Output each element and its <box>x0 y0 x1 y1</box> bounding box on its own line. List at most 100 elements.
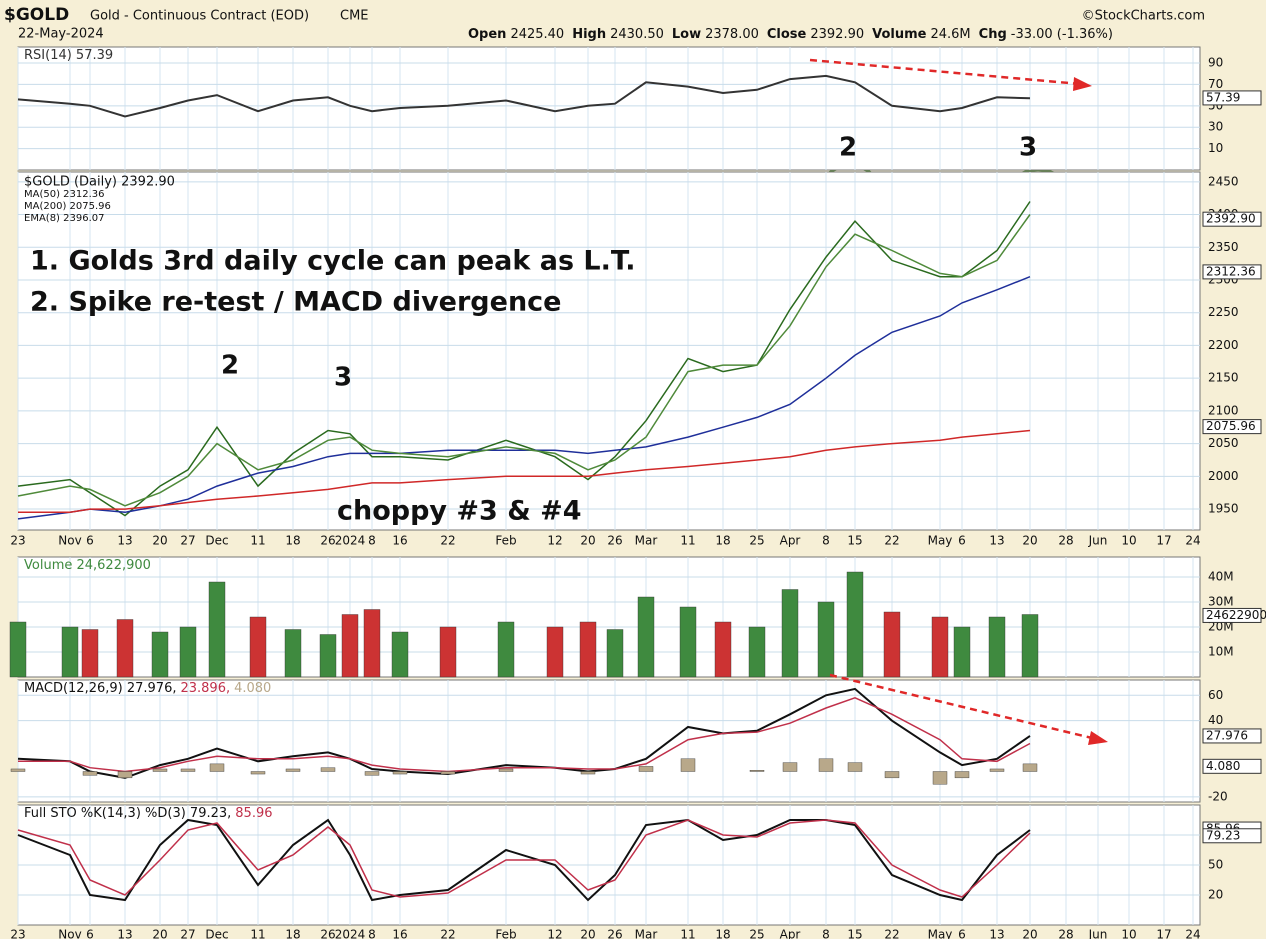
x-tick-label: 8 <box>822 534 830 548</box>
bar <box>250 771 266 775</box>
x-tick-label: Mar <box>635 534 658 548</box>
field-label: Open <box>468 27 506 42</box>
value-tag-box <box>1202 419 1262 435</box>
bar <box>285 768 301 772</box>
x-tick-label: Apr <box>780 928 801 939</box>
instrument-name: Gold - Continuous Contract (EOD) <box>90 9 309 24</box>
legend-entry: Full STO %K(14,3) %D(3) 79.23, <box>24 806 231 821</box>
annotation: choppy #3 & #4 <box>337 496 582 527</box>
x-tick-label: 15 <box>847 928 862 939</box>
bar <box>988 616 1006 678</box>
field-label: High <box>572 27 606 42</box>
x-tick-label: 11 <box>250 928 265 939</box>
value-tag-box <box>1202 90 1262 106</box>
legend: Full STO %K(14,3) %D(3) 79.23, 85.96 <box>24 806 273 821</box>
bar <box>364 771 380 776</box>
bar <box>117 771 133 779</box>
x-tick-label: 13 <box>989 928 1004 939</box>
y-tick-label: 60 <box>1208 688 1223 702</box>
x-tick-label: 24 <box>1185 928 1200 939</box>
bar <box>320 767 336 772</box>
y-tick-label: 40 <box>1208 713 1223 727</box>
bar <box>151 631 169 678</box>
y-tick-label: -20 <box>1208 789 1228 803</box>
bar <box>82 771 98 776</box>
bar <box>679 606 697 678</box>
annotation: 2. Spike re-test / MACD divergence <box>30 287 561 318</box>
x-tick-label: Dec <box>205 534 228 548</box>
legend-entry: MA(50) 2312.36 <box>24 189 105 200</box>
bar <box>546 626 564 678</box>
series-line <box>17 819 1031 898</box>
bar <box>781 589 799 678</box>
x-tick-label: 8 <box>822 928 830 939</box>
x-tick-label: 13 <box>989 534 1004 548</box>
x-tick-label: 23 <box>10 928 25 939</box>
bar <box>606 629 624 678</box>
x-tick-label: 28 <box>1058 534 1073 548</box>
y-tick-label: 2250 <box>1208 305 1239 319</box>
series-line <box>17 214 1031 507</box>
x-tick-label: 13 <box>117 534 132 548</box>
y-tick-label: 30M <box>1208 595 1234 609</box>
field-value: 24.6M <box>930 27 970 42</box>
bar <box>9 621 27 678</box>
x-tick-label: 20 <box>1022 928 1037 939</box>
x-tick-label: 22 <box>440 928 455 939</box>
value-tag: 57.39 <box>1206 90 1240 104</box>
x-tick-label: 2024 <box>335 534 366 548</box>
x-tick-label: 10 <box>1121 534 1136 548</box>
x-tick-label: Feb <box>495 534 516 548</box>
x-tick-label: 18 <box>285 928 300 939</box>
legend-entry: RSI(14) 57.39 <box>24 48 113 63</box>
bar <box>932 771 948 785</box>
x-tick-label: 26 <box>320 534 335 548</box>
series-line <box>18 429 1031 514</box>
y-tick-label: 2050 <box>1208 436 1239 450</box>
x-tick-label: 27 <box>180 534 195 548</box>
field-value: -33.00 (-1.36%) <box>1011 27 1113 42</box>
x-tick-label: May <box>928 534 953 548</box>
y-tick-label: 2100 <box>1208 403 1239 417</box>
field-label: Close <box>767 27 807 42</box>
field-value: 2425.40 <box>510 27 564 42</box>
bar <box>989 768 1005 772</box>
x-tick-label: Feb <box>495 928 516 939</box>
bar <box>440 771 456 775</box>
x-tick-label: 24 <box>1185 534 1200 548</box>
bar <box>392 771 408 775</box>
y-tick-label: 1950 <box>1208 502 1239 516</box>
series-line <box>17 201 1031 517</box>
bar <box>953 626 971 678</box>
bar <box>341 614 359 678</box>
x-tick-label: 22 <box>884 928 899 939</box>
annotation: 1. Golds 3rd daily cycle can peak as L.T… <box>30 246 635 277</box>
x-tick-label: 25 <box>749 534 764 548</box>
bar <box>439 626 457 678</box>
panel <box>17 171 1201 531</box>
x-tick-label: Nov <box>58 928 81 939</box>
x-tick-label: Mar <box>635 928 658 939</box>
value-tag-box <box>1202 211 1262 227</box>
quote-field: Low 2378.00 <box>672 27 759 42</box>
x-tick-label: 27 <box>180 928 195 939</box>
bar <box>498 768 514 772</box>
symbol: $GOLD <box>4 5 69 25</box>
annotation: 2 <box>839 133 857 163</box>
x-tick-label: 8 <box>368 534 376 548</box>
x-tick-label: Jun <box>1088 534 1108 548</box>
x-tick-label: Dec <box>205 928 228 939</box>
y-tick-label: 30 <box>1208 120 1223 134</box>
legend: Volume 24,622,900 <box>24 558 151 573</box>
bar <box>10 768 26 772</box>
x-tick-label: 6 <box>958 534 966 548</box>
value-tag: 2312.36 <box>1206 264 1256 278</box>
quote-field: Chg -33.00 (-1.36%) <box>979 27 1113 42</box>
x-tick-label: 16 <box>392 534 407 548</box>
legend-entry: MA(200) 2075.96 <box>24 201 111 212</box>
value-tag-box <box>1202 828 1262 844</box>
bar <box>1022 763 1038 772</box>
x-tick-label: 18 <box>715 928 730 939</box>
y-tick-label: 2350 <box>1208 240 1239 254</box>
x-tick-label: 13 <box>117 928 132 939</box>
